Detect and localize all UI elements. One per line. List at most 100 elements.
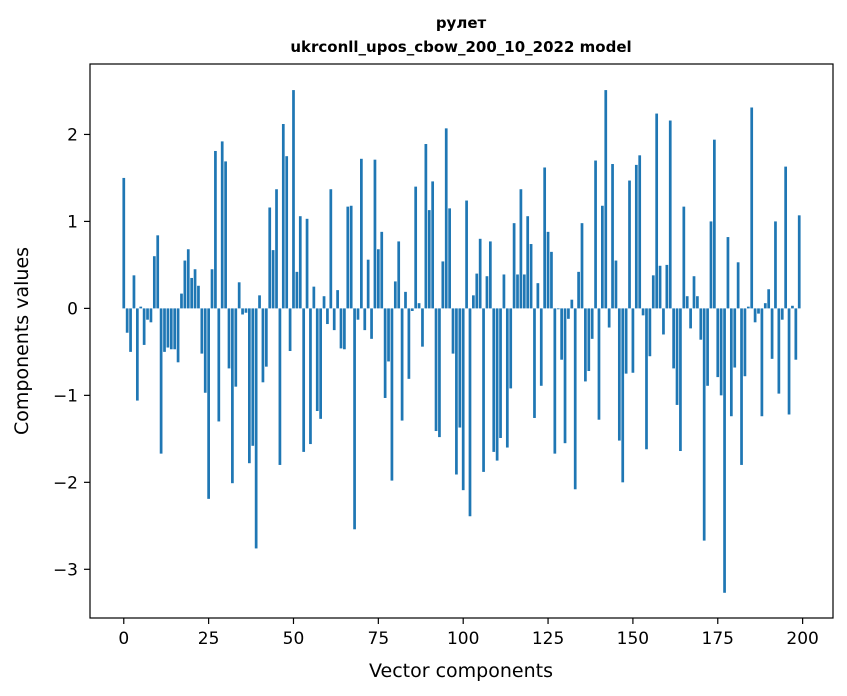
bar: [533, 308, 536, 418]
bar: [224, 161, 227, 309]
bar: [682, 206, 686, 309]
bar: [628, 180, 631, 309]
bar: [448, 208, 451, 309]
bar: [339, 308, 343, 349]
bar: [210, 269, 214, 309]
bar: [152, 256, 156, 309]
bar: [617, 308, 621, 441]
bar: [295, 271, 299, 309]
bar: [543, 167, 547, 309]
bar: [441, 261, 445, 309]
bar: [774, 221, 777, 309]
bar: [614, 260, 618, 309]
bar: [516, 274, 519, 309]
x-tick-label: 75: [368, 629, 390, 649]
bar: [499, 308, 502, 438]
bar: [648, 308, 652, 357]
bar: [135, 308, 139, 401]
bar: [251, 308, 255, 446]
bar: [285, 156, 289, 309]
bar: [220, 141, 224, 309]
bar: [675, 308, 679, 405]
bar: [336, 290, 339, 309]
bar: [488, 241, 492, 309]
bar: [410, 308, 414, 311]
bar: [485, 276, 489, 309]
bar: [424, 144, 428, 309]
bar: [767, 289, 771, 309]
y-tick-label: −3: [53, 560, 78, 580]
bar: [797, 215, 801, 309]
bar: [699, 308, 703, 340]
bar: [750, 107, 754, 309]
x-tick-label: 175: [702, 629, 734, 649]
x-tick-label: 25: [198, 629, 220, 649]
bar: [791, 305, 794, 309]
bar: [784, 166, 788, 309]
bar: [634, 164, 638, 309]
bar: [326, 308, 329, 325]
bar: [587, 308, 591, 372]
bar: [329, 189, 333, 309]
bar: [417, 303, 421, 309]
bar: [203, 308, 207, 393]
bar: [197, 285, 200, 309]
bar: [526, 216, 530, 309]
bar: [129, 308, 132, 352]
bar: [567, 308, 570, 319]
bar: [740, 308, 743, 465]
bar: [753, 308, 757, 323]
bar: [624, 308, 628, 374]
bar: [183, 260, 187, 309]
bar: [685, 296, 689, 309]
bar: [156, 235, 160, 309]
bar: [149, 308, 153, 323]
bar: [794, 308, 798, 360]
bar: [349, 205, 353, 309]
bar: [390, 308, 394, 481]
bar: [536, 283, 540, 309]
chart-title: рулет: [436, 14, 487, 32]
bar: [315, 308, 319, 412]
bar: [258, 295, 261, 309]
bar: [723, 308, 726, 593]
x-tick-label: 0: [118, 629, 129, 649]
bar: [478, 238, 482, 309]
bar: [132, 275, 136, 309]
chart-subtitle: ukrconll_upos_cbow_200_10_2022 model: [290, 38, 631, 56]
bar: [302, 308, 306, 452]
plot-area-frame: [89, 63, 834, 619]
bar: [444, 128, 448, 309]
x-tick-label: 150: [617, 629, 649, 649]
bar: [363, 308, 367, 331]
bar: [777, 308, 781, 394]
bar: [431, 181, 435, 309]
bar: [271, 250, 275, 309]
bar: [641, 308, 645, 316]
ticks-layer: 0 25 50 75 100 125 150 175 200 −3 −2 −1 0 1 2: [53, 125, 819, 649]
bar: [763, 303, 767, 309]
bar: [770, 308, 774, 359]
bar: [455, 308, 458, 475]
bar: [658, 265, 662, 309]
bar: [234, 308, 238, 387]
bar: [563, 308, 567, 444]
bar: [706, 308, 709, 386]
bar: [176, 308, 180, 363]
bar: [509, 308, 513, 389]
bar: [343, 308, 346, 350]
x-tick-label: 100: [447, 629, 479, 649]
bar: [309, 308, 312, 445]
x-tick-label: 200: [786, 629, 818, 649]
bar: [190, 277, 194, 309]
bar: [645, 308, 648, 450]
bar: [505, 308, 509, 448]
bar: [305, 218, 309, 309]
bar: [427, 210, 431, 309]
bar: [458, 308, 462, 428]
bar: [719, 308, 723, 396]
bar: [122, 177, 126, 309]
bar: [421, 308, 424, 347]
bar: [281, 124, 285, 309]
